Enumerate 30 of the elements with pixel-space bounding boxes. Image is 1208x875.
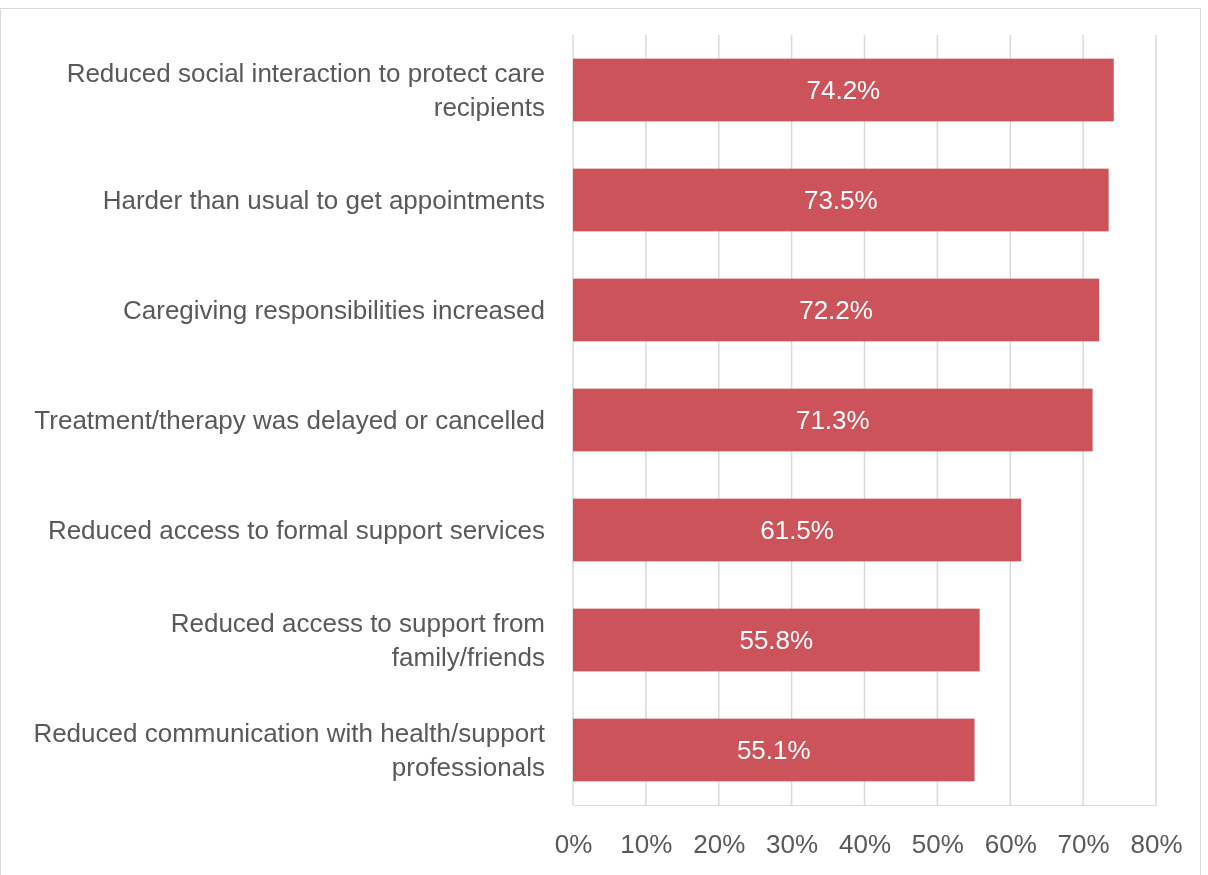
data-label: 55.1% [736,735,811,766]
bar [573,718,975,782]
x-tick-label: 80% [1130,829,1183,860]
y-tick-label: Caregiving responsibilities increased [123,295,545,326]
x-tick-label: 20% [693,829,746,860]
data-label: 61.5% [760,515,834,546]
data-label: 73.5% [803,185,878,216]
data-label: 71.3% [795,405,870,436]
data-label: 55.8% [739,625,814,656]
y-tick-label: Reduced access to support from family/friends [170,608,545,673]
y-tick-label: Reduced communication with health/support professionals [33,718,546,783]
bar [573,498,1022,562]
bar [573,608,980,672]
bar [573,278,1100,342]
y-tick-label: Reduced access to formal support services [47,515,545,546]
x-tick-label: 50% [911,829,964,860]
x-tick-label: 40% [838,829,892,860]
x-tick-label: 0% [554,829,593,860]
x-tick-label: 10% [620,829,673,860]
y-tick-label: Reduced social interaction to protect care recipients [66,58,545,123]
bar [573,388,1093,452]
y-tick-label: Treatment/therapy was delayed or cancelled [34,405,545,436]
x-tick-label: 70% [1057,829,1110,860]
bar [573,58,1114,122]
data-label: 72.2% [799,295,873,326]
data-label: 74.2% [806,75,881,106]
bar [573,168,1109,232]
x-tick-label: 60% [984,829,1037,860]
x-tick-label: 30% [766,829,819,860]
y-tick-label: Harder than usual to get appointments [102,185,545,216]
